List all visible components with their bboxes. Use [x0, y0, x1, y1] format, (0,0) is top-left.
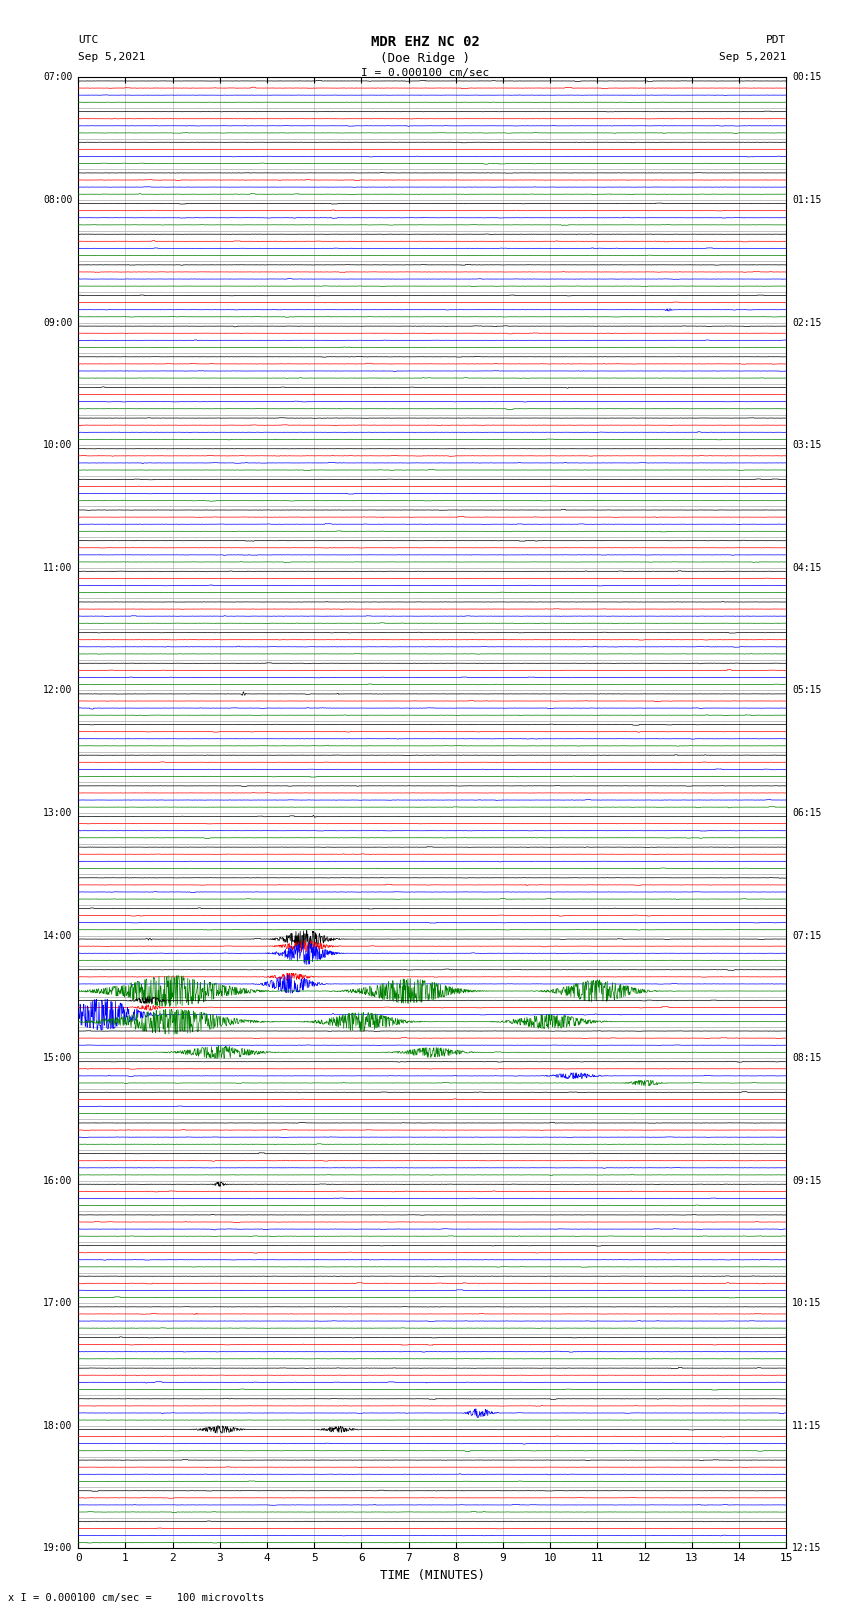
Text: 08:15: 08:15 — [792, 1053, 821, 1063]
Text: Sep 5,2021: Sep 5,2021 — [719, 52, 786, 61]
Text: 12:00: 12:00 — [43, 686, 72, 695]
Text: 11:00: 11:00 — [43, 563, 72, 573]
Text: 14:00: 14:00 — [43, 931, 72, 940]
Text: 08:00: 08:00 — [43, 195, 72, 205]
Text: 05:15: 05:15 — [792, 686, 821, 695]
Text: I = 0.000100 cm/sec: I = 0.000100 cm/sec — [361, 68, 489, 77]
Text: 10:15: 10:15 — [792, 1298, 821, 1308]
Text: MDR EHZ NC 02: MDR EHZ NC 02 — [371, 35, 479, 50]
Text: 03:15: 03:15 — [792, 440, 821, 450]
Text: 13:00: 13:00 — [43, 808, 72, 818]
Text: 09:00: 09:00 — [43, 318, 72, 327]
Text: 07:15: 07:15 — [792, 931, 821, 940]
Text: 04:15: 04:15 — [792, 563, 821, 573]
Text: 00:15: 00:15 — [792, 73, 821, 82]
Text: 07:00: 07:00 — [43, 73, 72, 82]
Text: 09:15: 09:15 — [792, 1176, 821, 1186]
Text: Sep 5,2021: Sep 5,2021 — [78, 52, 145, 61]
Text: (Doe Ridge ): (Doe Ridge ) — [380, 52, 470, 65]
Text: 11:15: 11:15 — [792, 1421, 821, 1431]
Text: 15:00: 15:00 — [43, 1053, 72, 1063]
Text: 01:15: 01:15 — [792, 195, 821, 205]
Text: 18:00: 18:00 — [43, 1421, 72, 1431]
Text: 17:00: 17:00 — [43, 1298, 72, 1308]
Text: x I = 0.000100 cm/sec =    100 microvolts: x I = 0.000100 cm/sec = 100 microvolts — [8, 1594, 264, 1603]
Text: 02:15: 02:15 — [792, 318, 821, 327]
Text: 19:00: 19:00 — [43, 1544, 72, 1553]
Text: UTC: UTC — [78, 35, 99, 45]
Text: 10:00: 10:00 — [43, 440, 72, 450]
Text: 16:00: 16:00 — [43, 1176, 72, 1186]
Text: 06:15: 06:15 — [792, 808, 821, 818]
X-axis label: TIME (MINUTES): TIME (MINUTES) — [380, 1569, 484, 1582]
Text: PDT: PDT — [766, 35, 786, 45]
Text: 12:15: 12:15 — [792, 1544, 821, 1553]
